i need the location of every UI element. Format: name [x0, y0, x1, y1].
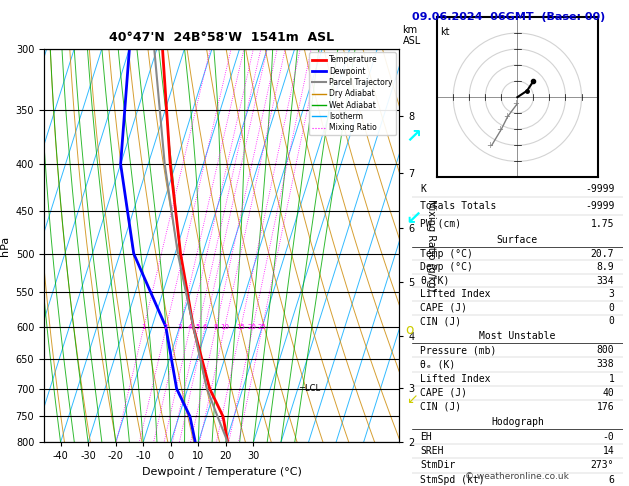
- Text: 176: 176: [597, 402, 615, 412]
- Text: -9999: -9999: [585, 201, 615, 211]
- Text: 20: 20: [248, 324, 257, 330]
- Text: 0: 0: [608, 303, 615, 313]
- Text: 273°: 273°: [591, 460, 615, 470]
- Text: 3: 3: [177, 324, 182, 330]
- Text: K: K: [420, 184, 426, 193]
- Text: CIN (J): CIN (J): [420, 402, 462, 412]
- Text: -9999: -9999: [585, 184, 615, 193]
- Text: 1.75: 1.75: [591, 219, 615, 228]
- Text: Hodograph: Hodograph: [491, 417, 544, 427]
- Text: Surface: Surface: [497, 235, 538, 245]
- Text: 40: 40: [603, 388, 615, 398]
- Text: 1: 1: [142, 324, 146, 330]
- Text: -0: -0: [603, 432, 615, 442]
- Text: +: +: [503, 112, 509, 121]
- Text: Most Unstable: Most Unstable: [479, 331, 555, 341]
- Text: θₑ(K): θₑ(K): [420, 276, 450, 286]
- Text: 338: 338: [597, 360, 615, 369]
- Legend: Temperature, Dewpoint, Parcel Trajectory, Dry Adiabat, Wet Adiabat, Isotherm, Mi: Temperature, Dewpoint, Parcel Trajectory…: [309, 52, 396, 135]
- Text: EH: EH: [420, 432, 432, 442]
- Text: +: +: [512, 99, 519, 108]
- Text: SREH: SREH: [420, 446, 444, 456]
- Text: Temp (°C): Temp (°C): [420, 248, 473, 259]
- Text: 15: 15: [236, 324, 245, 330]
- Text: θₑ (K): θₑ (K): [420, 360, 455, 369]
- Text: 25: 25: [257, 324, 266, 330]
- Text: 10: 10: [220, 324, 229, 330]
- Text: 800: 800: [597, 345, 615, 355]
- Text: ↙: ↙: [406, 209, 422, 228]
- Text: CAPE (J): CAPE (J): [420, 388, 467, 398]
- Text: 3: 3: [608, 289, 615, 299]
- Text: 2: 2: [164, 324, 168, 330]
- Text: 6: 6: [203, 324, 207, 330]
- Text: km
ASL: km ASL: [403, 25, 421, 46]
- Text: 8.9: 8.9: [597, 262, 615, 272]
- Text: o: o: [406, 324, 415, 337]
- Text: kt: kt: [440, 27, 450, 36]
- Text: +: +: [496, 125, 503, 134]
- Text: 5: 5: [196, 324, 200, 330]
- Text: Lifted Index: Lifted Index: [420, 374, 491, 383]
- Text: 334: 334: [597, 276, 615, 286]
- Text: StmDir: StmDir: [420, 460, 455, 470]
- Text: © weatheronline.co.uk: © weatheronline.co.uk: [465, 472, 569, 481]
- Text: 0: 0: [608, 316, 615, 326]
- Text: Lifted Index: Lifted Index: [420, 289, 491, 299]
- Y-axis label: hPa: hPa: [0, 235, 10, 256]
- X-axis label: Dewpoint / Temperature (°C): Dewpoint / Temperature (°C): [142, 467, 302, 477]
- Text: CAPE (J): CAPE (J): [420, 303, 467, 313]
- Text: =LCL: =LCL: [298, 384, 320, 393]
- Text: CIN (J): CIN (J): [420, 316, 462, 326]
- Text: ↙: ↙: [406, 392, 417, 405]
- Text: +: +: [487, 141, 494, 150]
- Text: 14: 14: [603, 446, 615, 456]
- Text: 1: 1: [608, 374, 615, 383]
- Text: 40°47'N  24B°58'W  1541m  ASL: 40°47'N 24B°58'W 1541m ASL: [109, 31, 334, 44]
- Text: 8: 8: [213, 324, 218, 330]
- Text: PW (cm): PW (cm): [420, 219, 462, 228]
- Text: ↗: ↗: [406, 126, 422, 146]
- Text: 20.7: 20.7: [591, 248, 615, 259]
- Y-axis label: Mixing Ratio (g/kg): Mixing Ratio (g/kg): [426, 199, 436, 292]
- Text: Pressure (mb): Pressure (mb): [420, 345, 497, 355]
- Text: 4: 4: [187, 324, 192, 330]
- Text: 6: 6: [608, 475, 615, 485]
- Text: StmSpd (kt): StmSpd (kt): [420, 475, 485, 485]
- Text: Totals Totals: Totals Totals: [420, 201, 497, 211]
- Text: Dewp (°C): Dewp (°C): [420, 262, 473, 272]
- Text: 09.06.2024  06GMT  (Base: 00): 09.06.2024 06GMT (Base: 00): [412, 12, 605, 22]
